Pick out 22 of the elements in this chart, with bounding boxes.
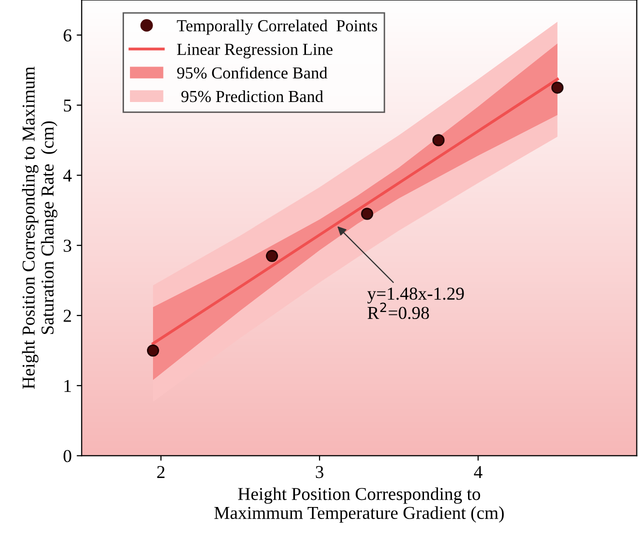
point	[551, 82, 564, 94]
point	[361, 208, 374, 220]
y-axis-title: Height Position Corresponding to Maximum Saturation Change Rate (cm)	[22, 66, 58, 389]
legend-label: 95% Confidence Band	[177, 66, 328, 79]
point	[432, 134, 445, 146]
y-tick-label: 6	[64, 29, 72, 42]
point	[146, 344, 160, 357]
annotation: y=1.48x-1.29 R$^{2}$=0.98	[367, 288, 464, 320]
x-tick-label: 2	[157, 466, 164, 478]
y-tick-label: 1	[64, 380, 71, 392]
x-axis-title: Height Position Corresponding to Maximmum Temperature Gradient (cm)	[214, 487, 504, 523]
legend-label: 95% Prediction Band	[181, 90, 324, 102]
y-tick-label: 0	[64, 450, 72, 462]
y-tick-label: 2	[64, 310, 71, 322]
y-tick-label: 3	[64, 240, 72, 252]
y-tick-label: 4	[63, 170, 72, 182]
point	[266, 250, 278, 262]
legend-label: Linear Regression Line	[177, 44, 332, 58]
x-tick-label: 3	[316, 466, 324, 478]
x-tick-label: 4	[474, 466, 482, 478]
y-tick-label: 5	[64, 100, 72, 112]
legend-label: Temporally Correlated Points	[176, 20, 378, 35]
